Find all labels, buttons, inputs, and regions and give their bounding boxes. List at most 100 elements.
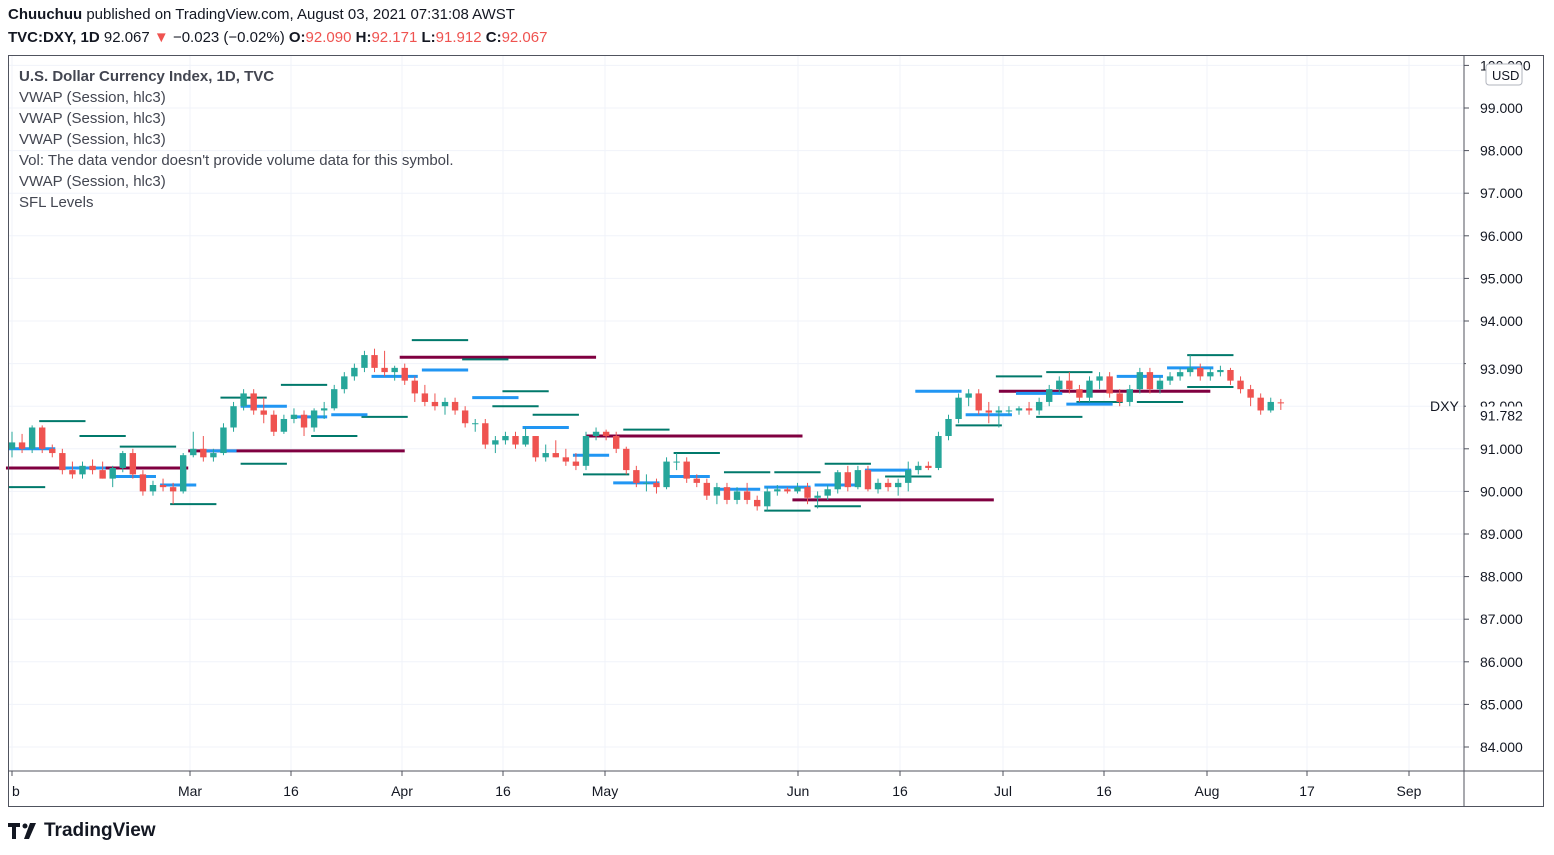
- price-tick-label: 86.000: [1480, 654, 1523, 670]
- candle-body: [159, 485, 167, 488]
- candle-body: [1217, 369, 1224, 373]
- candle-body: [592, 431, 600, 437]
- tradingview-logo[interactable]: TradingView: [8, 820, 156, 842]
- candle-body: [764, 491, 771, 507]
- price-tick-label: 89.000: [1480, 526, 1523, 542]
- time-tick-label: Jun: [787, 783, 810, 799]
- candle-body: [331, 389, 338, 409]
- price-tick-label: 95.000: [1480, 270, 1523, 286]
- candle-body: [99, 470, 106, 479]
- candle-body: [230, 406, 237, 428]
- legend-vwap-3[interactable]: VWAP (Session, hlc3): [19, 131, 166, 148]
- change-arrow-icon: ▼: [153, 29, 169, 46]
- candle-body: [210, 453, 217, 458]
- last-price: 92.067: [103, 29, 150, 46]
- candle-body: [723, 487, 731, 500]
- candle-body: [472, 423, 479, 425]
- time-tick-label: 16: [495, 783, 511, 799]
- price-tick-label: 91.000: [1480, 441, 1523, 457]
- legend-vwap-1[interactable]: VWAP (Session, hlc3): [19, 89, 166, 106]
- candle-body: [915, 465, 922, 471]
- candle-body: [623, 448, 630, 471]
- candle-body: [1227, 369, 1234, 381]
- candle-body: [451, 401, 459, 411]
- candle-body: [673, 461, 680, 463]
- chart-frame: [8, 55, 1544, 807]
- candle-body: [894, 482, 902, 488]
- price-tick-label: 97.000: [1480, 185, 1523, 201]
- candle-body: [1076, 389, 1083, 398]
- legend-series[interactable]: U.S. Dollar Currency Index, 1D, TVC: [19, 68, 275, 85]
- candle-body: [1046, 389, 1053, 402]
- candle-body: [743, 491, 751, 500]
- indicator-legend: U.S. Dollar Currency Index, 1D, TVC VWAP…: [19, 66, 454, 213]
- time-tick-label: Jul: [994, 783, 1012, 799]
- candle-body: [774, 489, 781, 492]
- price-tick-label: 96.000: [1480, 228, 1523, 244]
- candle-body: [1156, 380, 1164, 390]
- candle-body: [320, 408, 328, 411]
- price-tick-label: 99.000: [1480, 100, 1523, 116]
- candle-body: [834, 472, 841, 490]
- candle-body: [753, 499, 761, 507]
- candle-body: [8, 442, 16, 449]
- price-tick-label: 84.000: [1480, 739, 1523, 755]
- price-label-box: [1466, 406, 1542, 424]
- candle-body: [955, 397, 962, 419]
- candle-body: [149, 485, 157, 492]
- candle-body: [139, 474, 147, 492]
- author[interactable]: Chuuchuu: [8, 6, 83, 23]
- candle-body: [663, 461, 670, 488]
- candle-body: [602, 431, 610, 437]
- time-tick-label: Aug: [1195, 783, 1220, 799]
- currency-badge: [1485, 63, 1523, 86]
- candle-body: [421, 393, 429, 402]
- candle-body: [190, 448, 197, 456]
- price-label-box: [1466, 360, 1542, 378]
- candle-body: [260, 410, 267, 415]
- low-label: L:: [421, 29, 436, 46]
- candle-body: [1025, 408, 1033, 411]
- legend-sfl-levels[interactable]: SFL Levels: [19, 194, 94, 211]
- candle-body: [441, 401, 449, 407]
- candle-body: [310, 410, 318, 428]
- price-tick-label: 94.000: [1480, 313, 1523, 329]
- candle-body: [733, 491, 741, 500]
- candle-body: [985, 410, 992, 413]
- open-value: 92.090: [305, 29, 352, 46]
- candle-body: [49, 448, 56, 454]
- time-tick-label: 16: [1096, 783, 1112, 799]
- candle-body: [1005, 410, 1013, 412]
- legend-volume[interactable]: Vol: The data vendor doesn't provide vol…: [19, 152, 454, 169]
- candle-body: [270, 414, 278, 432]
- price-tick-label: 85.000: [1480, 696, 1523, 712]
- candle-body: [1066, 380, 1073, 390]
- candle-body: [1247, 389, 1254, 398]
- tradingview-logo-text: TradingView: [44, 820, 156, 841]
- candle-body: [28, 427, 36, 449]
- candle-body: [502, 436, 509, 441]
- price-tick-label: 87.000: [1480, 611, 1523, 627]
- candle-body: [1116, 393, 1123, 402]
- change: −0.023 (−0.02%): [172, 29, 285, 46]
- candle-body: [250, 393, 257, 411]
- candle-body: [804, 487, 811, 498]
- candle-body: [79, 465, 86, 475]
- candle-body: [884, 482, 892, 488]
- legend-vwap-2[interactable]: VWAP (Session, hlc3): [19, 110, 166, 127]
- candle-body: [18, 442, 26, 449]
- candle-body: [693, 478, 700, 483]
- candle-body: [683, 461, 690, 479]
- candle-body: [784, 489, 791, 492]
- time-tick-label: Apr: [391, 783, 413, 799]
- legend-vwap-4[interactable]: VWAP (Session, hlc3): [19, 173, 166, 190]
- candle-body: [169, 487, 177, 492]
- tradingview-logo-icon: [8, 823, 36, 839]
- candle-body: [1146, 372, 1154, 390]
- candle-body: [814, 495, 821, 498]
- candle-body: [1106, 376, 1113, 394]
- candle-body: [200, 448, 207, 458]
- candle-body: [492, 440, 499, 445]
- currency-badge-label: USD: [1492, 68, 1519, 83]
